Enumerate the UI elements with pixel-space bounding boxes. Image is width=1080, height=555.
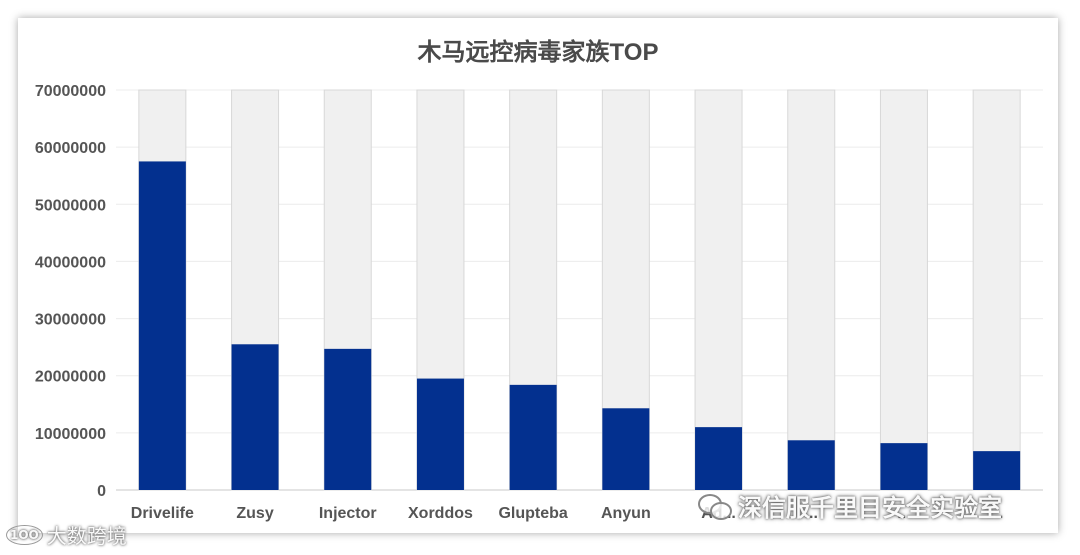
source-logo: 1OO (6, 524, 43, 545)
y-tick-label: 10000000 (35, 426, 106, 443)
x-tick-label: ... (990, 505, 1003, 522)
bar (880, 443, 928, 490)
x-tick-label: Xorddos (408, 505, 473, 522)
y-tick-label: 50000000 (35, 197, 106, 214)
y-tick-label: 0 (97, 483, 106, 500)
bar (973, 451, 1021, 490)
source-watermark: 1OO 大数跨境 (6, 520, 127, 549)
bar (602, 408, 650, 490)
chat-bubble-icon (698, 492, 732, 520)
bar (416, 378, 464, 490)
y-tick-label: 70000000 (35, 83, 106, 100)
bar (231, 344, 279, 490)
x-tick-label: Anyun (601, 505, 651, 522)
account-watermark: 深信服千里目安全实验室 (698, 488, 1002, 523)
bar (695, 427, 743, 490)
x-tick-label: Zusy (236, 505, 273, 522)
y-tick-label: 40000000 (35, 254, 106, 271)
account-watermark-text: 深信服千里目安全实验室 (738, 494, 1002, 522)
bar-background (787, 89, 836, 491)
bar-background (879, 89, 928, 491)
chart-title: 木马远控病毒家族TOP (417, 38, 659, 66)
bar (324, 348, 372, 490)
chart-frame: 木马远控病毒家族TOP 0 10000000 20000000 30000000 400… (18, 18, 1058, 533)
y-tick-label: 30000000 (35, 312, 106, 329)
x-tick-label: Glupteba (498, 505, 567, 522)
bars (138, 161, 1021, 490)
y-axis-ticks: 0 10000000 20000000 30000000 40000000 5000000… (35, 83, 106, 500)
bar-background (694, 89, 743, 491)
bar-chart: 木马远控病毒家族TOP 0 10000000 20000000 30000000 400… (35, 38, 1043, 522)
x-tick-label: ... (897, 505, 910, 522)
y-tick-label: 60000000 (35, 140, 106, 157)
bar (509, 384, 557, 490)
x-tick-label: Drivelife (131, 505, 194, 522)
y-tick-label: 20000000 (35, 369, 106, 386)
bar (787, 440, 835, 490)
bar (138, 161, 186, 490)
x-tick-label: Injector (319, 505, 377, 522)
x-tick-label: ... (805, 505, 818, 522)
bar-background (972, 89, 1021, 491)
source-watermark-text: 大数跨境 (46, 524, 127, 548)
